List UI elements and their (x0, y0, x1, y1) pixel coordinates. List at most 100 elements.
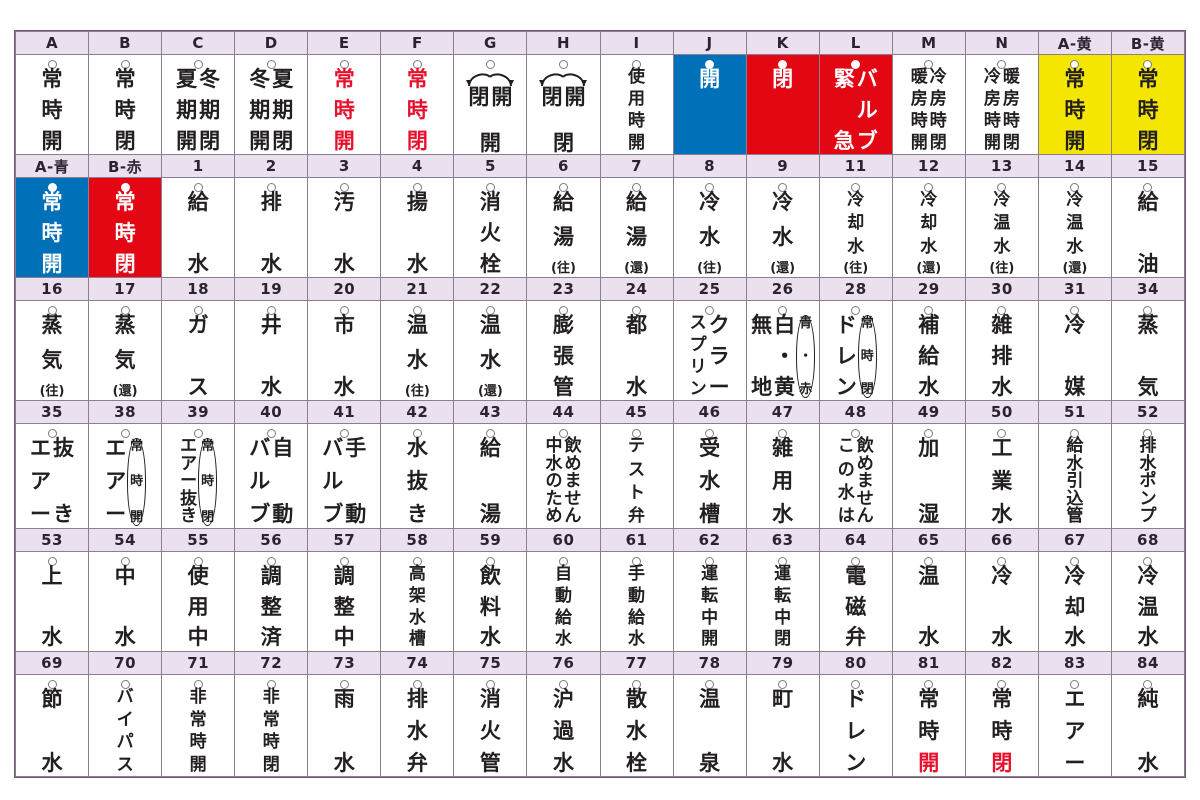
tag-cell-20[interactable]: 市 水 (307, 300, 382, 402)
tag-cell-68[interactable]: 冷温水 (1110, 551, 1186, 652)
tag-char: ア (1064, 718, 1086, 743)
tag-cell-3[interactable]: 汚 水 (307, 177, 382, 279)
tag-cell-62[interactable]: 運転中開 (672, 551, 747, 652)
tag-cell-34[interactable]: 蒸 気 (1110, 300, 1186, 402)
tag-cell-49[interactable]: 加 湿 (891, 423, 966, 529)
tag-cell-83[interactable]: エアー (1037, 674, 1112, 777)
punch-hole-icon (705, 60, 715, 70)
tag-cell-66[interactable]: 冷 水 (964, 551, 1039, 652)
tag-cell-15[interactable]: 給 油 (1110, 177, 1186, 279)
tag-cell-A-黄[interactable]: 常時開 (1037, 54, 1112, 156)
tag-cell-48[interactable]: 飲めませんこの水は (818, 423, 893, 529)
tag-cell-4[interactable]: 揚 水 (380, 177, 455, 279)
tag-cell-9[interactable]: 冷水 (還) (745, 177, 820, 279)
tag-cell-24[interactable]: 都 水 (599, 300, 674, 402)
tag-cell-19[interactable]: 井 水 (234, 300, 309, 402)
tag-cell-K[interactable]: 閉 (745, 54, 820, 156)
tag-cell-G[interactable]: 開閉開 (453, 54, 528, 156)
tag-cell-5[interactable]: 消火栓 (453, 177, 528, 279)
tag-cell-23[interactable]: 膨張管 (526, 300, 601, 402)
tag-cell-73[interactable]: 雨 水 (307, 674, 382, 777)
tag-cell-L[interactable]: バルブ緊急 (818, 54, 893, 156)
tag-cell-30[interactable]: 雑排水 (964, 300, 1039, 402)
tag-cell-M[interactable]: 冷房時閉暖房時開 (891, 54, 966, 156)
tag-cell-8[interactable]: 冷水 (往) (672, 177, 747, 279)
tag-cell-71[interactable]: 非常時開 (161, 674, 236, 777)
tag-cell-2[interactable]: 排 水 (234, 177, 309, 279)
tag-cell-29[interactable]: 補給水 (891, 300, 966, 402)
tag-cell-A[interactable]: 常時開 (14, 54, 90, 156)
tag-cell-17[interactable]: 蒸気 (還) (88, 300, 163, 402)
tag-cell-31[interactable]: 冷 媒 (1037, 300, 1112, 402)
tag-cell-57[interactable]: 調整中 (307, 551, 382, 652)
tag-cell-B[interactable]: 常時閉 (88, 54, 163, 156)
tag-cell-14[interactable]: 冷温水 (還) (1037, 177, 1112, 279)
tag-cell-46[interactable]: 受水槽 (672, 423, 747, 529)
tag-cell-N[interactable]: 暖房時閉冷房時開 (964, 54, 1039, 156)
tag-cell-1[interactable]: 給 水 (161, 177, 236, 279)
tag-cell-C[interactable]: 冬期閉夏期開 (161, 54, 236, 156)
tag-char: ド (845, 687, 867, 712)
tag-cell-18[interactable]: ガ ス (161, 300, 236, 402)
tag-cell-25[interactable]: クラースプリン (672, 300, 747, 402)
tag-cell-56[interactable]: 調整済 (234, 551, 309, 652)
tag-cell-B-赤[interactable]: 常時閉 (88, 177, 163, 279)
tag-cell-42[interactable]: 水抜き (380, 423, 455, 529)
tag-cell-45[interactable]: テスト弁 (599, 423, 674, 529)
tag-cell-35[interactable]: 抜 きエアー (14, 423, 90, 529)
tag-cell-B-黄[interactable]: 常時閉 (1110, 54, 1186, 156)
tag-cell-67[interactable]: 冷却水 (1037, 551, 1112, 652)
tag-cell-75[interactable]: 消火管 (453, 674, 528, 777)
tag-cell-E[interactable]: 常時開 (307, 54, 382, 156)
tag-cell-61[interactable]: 手動給水 (599, 551, 674, 652)
tag-cell-72[interactable]: 非常時閉 (234, 674, 309, 777)
tag-cell-59[interactable]: 飲料水 (453, 551, 528, 652)
tag-cell-79[interactable]: 町 水 (745, 674, 820, 777)
tag-cell-82[interactable]: 常時閉 (964, 674, 1039, 777)
tag-cell-76[interactable]: 沪過水 (526, 674, 601, 777)
tag-cell-F[interactable]: 常時閉 (380, 54, 455, 156)
tag-cell-41[interactable]: 手動バルブ (307, 423, 382, 529)
tag-cell-A-青[interactable]: 常時開 (14, 177, 90, 279)
tag-cell-69[interactable]: 節 水 (14, 674, 90, 777)
tag-cell-70[interactable]: バイパス (88, 674, 163, 777)
tag-cell-77[interactable]: 散水栓 (599, 674, 674, 777)
tag-cell-11[interactable]: 冷却水 (往) (818, 177, 893, 279)
tag-cell-6[interactable]: 給湯 (往) (526, 177, 601, 279)
tag-cell-38[interactable]: 常時開エアー (88, 423, 163, 529)
tag-cell-63[interactable]: 運転中閉 (745, 551, 820, 652)
tag-cell-H[interactable]: 開閉閉 (526, 54, 601, 156)
tag-cell-80[interactable]: ドレン (818, 674, 893, 777)
tag-text-column: ドレン (844, 687, 867, 774)
tag-cell-65[interactable]: 温 水 (891, 551, 966, 652)
tag-cell-21[interactable]: 温水 (往) (380, 300, 455, 402)
tag-cell-60[interactable]: 自動給水 (526, 551, 601, 652)
tag-cell-16[interactable]: 蒸気 (往) (14, 300, 90, 402)
tag-cell-43[interactable]: 給 湯 (453, 423, 528, 529)
tag-cell-50[interactable]: 工業水 (964, 423, 1039, 529)
tag-cell-39[interactable]: 常時閉エアー抜き (161, 423, 236, 529)
tag-cell-53[interactable]: 上 水 (14, 551, 90, 652)
tag-cell-52[interactable]: 排水ポンプ (1110, 423, 1186, 529)
tag-cell-26[interactable]: 青・赤白・黄無 地 (745, 300, 820, 402)
tag-cell-55[interactable]: 使用中 (161, 551, 236, 652)
tag-cell-54[interactable]: 中 水 (88, 551, 163, 652)
tag-cell-J[interactable]: 開 (672, 54, 747, 156)
tag-cell-13[interactable]: 冷温水 (往) (964, 177, 1039, 279)
tag-cell-40[interactable]: 自動バルブ (234, 423, 309, 529)
tag-cell-12[interactable]: 冷却水 (還) (891, 177, 966, 279)
tag-cell-51[interactable]: 給水引込管 (1037, 423, 1112, 529)
tag-cell-58[interactable]: 高架水槽 (380, 551, 455, 652)
tag-cell-84[interactable]: 純 水 (1110, 674, 1186, 777)
tag-cell-I[interactable]: 使用時開 (599, 54, 674, 156)
tag-cell-D[interactable]: 夏期閉冬期開 (234, 54, 309, 156)
tag-cell-74[interactable]: 排水弁 (380, 674, 455, 777)
tag-cell-64[interactable]: 電磁弁 (818, 551, 893, 652)
tag-cell-81[interactable]: 常時開 (891, 674, 966, 777)
tag-cell-7[interactable]: 給湯 (還) (599, 177, 674, 279)
tag-cell-44[interactable]: 飲めません中水のため (526, 423, 601, 529)
tag-cell-78[interactable]: 温 泉 (672, 674, 747, 777)
tag-cell-28[interactable]: 常時閉ドレン (818, 300, 893, 402)
tag-cell-47[interactable]: 雑用水 (745, 423, 820, 529)
tag-cell-22[interactable]: 温水 (還) (453, 300, 528, 402)
